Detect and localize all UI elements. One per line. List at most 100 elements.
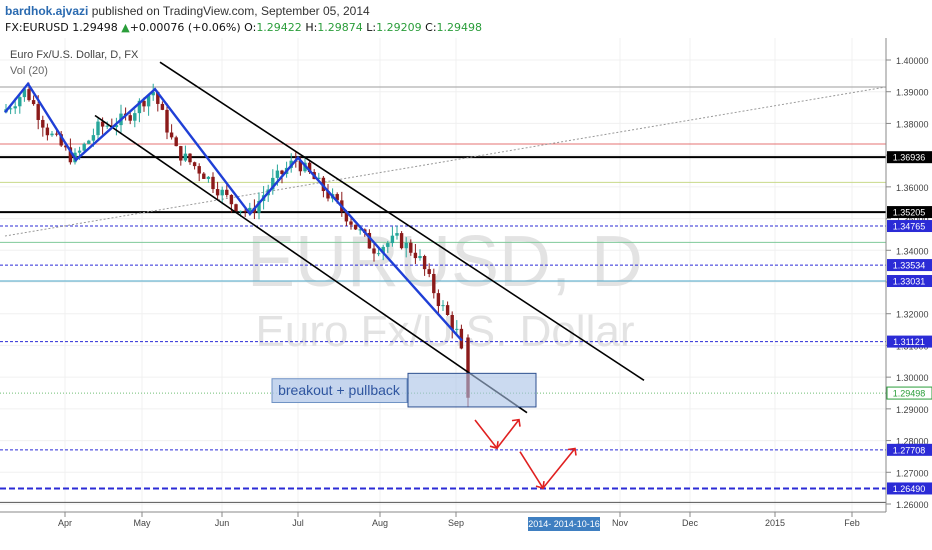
candle-body [100,121,105,127]
y-tick-label: 1.36000 [896,183,929,193]
candle-body [399,233,404,249]
candle-body [441,305,445,307]
candle-body [335,194,339,201]
close-value: 1.29498 [436,21,483,34]
candle-body [404,242,408,249]
candle-body [211,176,215,190]
price-box [887,259,932,272]
candle-body [91,135,96,141]
candle-body [422,256,427,270]
candle-body [59,134,63,146]
price-box [887,206,932,219]
candle-body [18,97,22,107]
candle-body [50,133,54,136]
candle-body [466,337,470,398]
candle-body [128,115,132,121]
candle-body [234,204,238,212]
open-value: 1.29422 [256,21,302,34]
ohlc-line: FX:EURUSD 1.29498 ▲+0.00076 (+0.06%) O:1… [5,21,482,34]
watermark-symbol: EURUSD, D [247,222,643,302]
low-label: L: [366,21,377,34]
candle-body [413,252,418,259]
close-label: C: [425,21,437,34]
candle-body [151,92,155,96]
price-box-label: 1.34765 [893,222,926,232]
channel-upper-line [159,61,645,381]
price-box-label: 1.29498 [893,389,926,399]
candle-body [68,147,73,163]
candle-body [229,194,234,205]
candle-body [160,103,165,110]
pullback-zone [407,372,537,408]
candle-body [13,106,17,109]
candle-body [137,100,142,114]
drawings: breakout + pullback [4,61,645,490]
candle-body [409,242,413,253]
y-tick-label: 1.34000 [896,246,929,256]
x-tick-label: Nov [612,518,629,528]
candle-body [8,108,13,110]
candle-body [445,305,450,315]
price-chart[interactable]: EURUSD, D Euro Fx/U.S. Dollar breakout +… [0,38,932,550]
candle-body [174,137,178,147]
x-tick-label: Jun [215,518,230,528]
y-tick-label: 1.27000 [896,468,929,478]
y-tick-label: 1.32000 [896,310,929,320]
annotation-box [271,378,408,404]
price-box [887,335,932,348]
candle-body [41,119,45,128]
price-boxes: 1.36936 1.35205 1.34765 1.33534 1.33031 1.311… [886,151,932,495]
arrow-head [567,447,577,456]
candle-body [381,246,385,254]
candle-body [105,125,109,127]
candle-body [77,150,82,153]
author-link[interactable]: bardhok.ajvazi [5,4,89,18]
candle-body [436,293,441,307]
candle-body [372,248,376,254]
candle-body [220,189,224,196]
candle-body [36,104,40,120]
candle-body [257,201,261,213]
price-axis[interactable] [886,38,932,550]
price-box [887,220,932,233]
price-box [887,482,932,495]
candle-body [156,92,160,104]
price-box [887,151,932,164]
candle-body [450,314,454,330]
candle-body [395,233,399,236]
candle-body [367,232,372,249]
price-box-label: 1.36936 [893,153,926,163]
candle-body [243,210,247,212]
price-box [886,386,932,400]
candle-body [188,153,192,163]
x-tick-label: Apr [58,518,72,528]
price-box-label: 1.33031 [893,277,926,287]
high-label: H: [305,21,318,34]
x-tick-label: Jul [292,518,304,528]
y-tick-label: 1.29000 [896,405,929,415]
candle-body [418,256,422,259]
candle-body [298,160,303,172]
x-tick-label: Sep [448,518,464,528]
x-tick-label: 2015 [765,518,785,528]
candle-body [64,145,68,148]
dotted-trendline [4,86,887,237]
x-axis: Apr May Jun Jul Aug Sep Nov Dec 2015 Feb 2014- 201… [58,512,860,531]
y-tick-label: 1.38000 [896,119,929,129]
horizontal-levels [0,86,887,503]
candle-body [142,100,146,107]
candle-body [202,173,206,179]
candle-body [390,235,395,244]
candle-body [54,133,59,135]
candle-body [183,153,188,161]
candle-body [22,89,27,98]
candle-body [353,224,358,230]
chart-header: bardhok.ajvazi published on TradingView.… [0,0,932,38]
volume-indicator-label[interactable]: Vol (20) [10,65,48,77]
price-box [887,275,932,288]
candle-body [215,189,220,196]
y-tick-label: 1.35000 [896,215,929,225]
candle-body [165,109,169,133]
y-tick-label: 1.26000 [896,500,929,510]
watermark-name: Euro Fx/U.S. Dollar [256,307,635,356]
